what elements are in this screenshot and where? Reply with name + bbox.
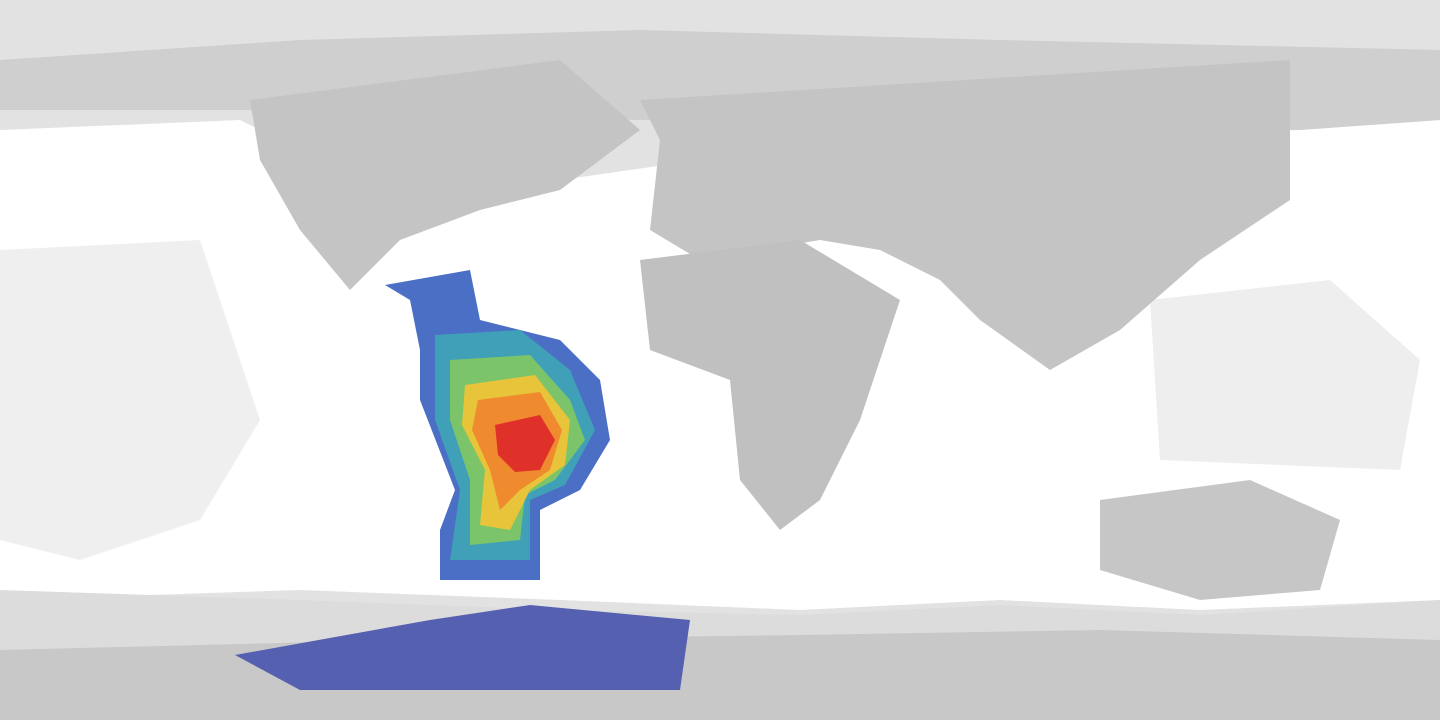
north-america [250, 60, 640, 290]
ocean-haze [0, 240, 260, 560]
heat-antarctic [235, 605, 690, 690]
heat-level-6 [495, 415, 555, 472]
eurasia [640, 60, 1290, 370]
africa [640, 240, 900, 530]
ocean-haze [1150, 280, 1420, 470]
australia [1100, 480, 1340, 600]
